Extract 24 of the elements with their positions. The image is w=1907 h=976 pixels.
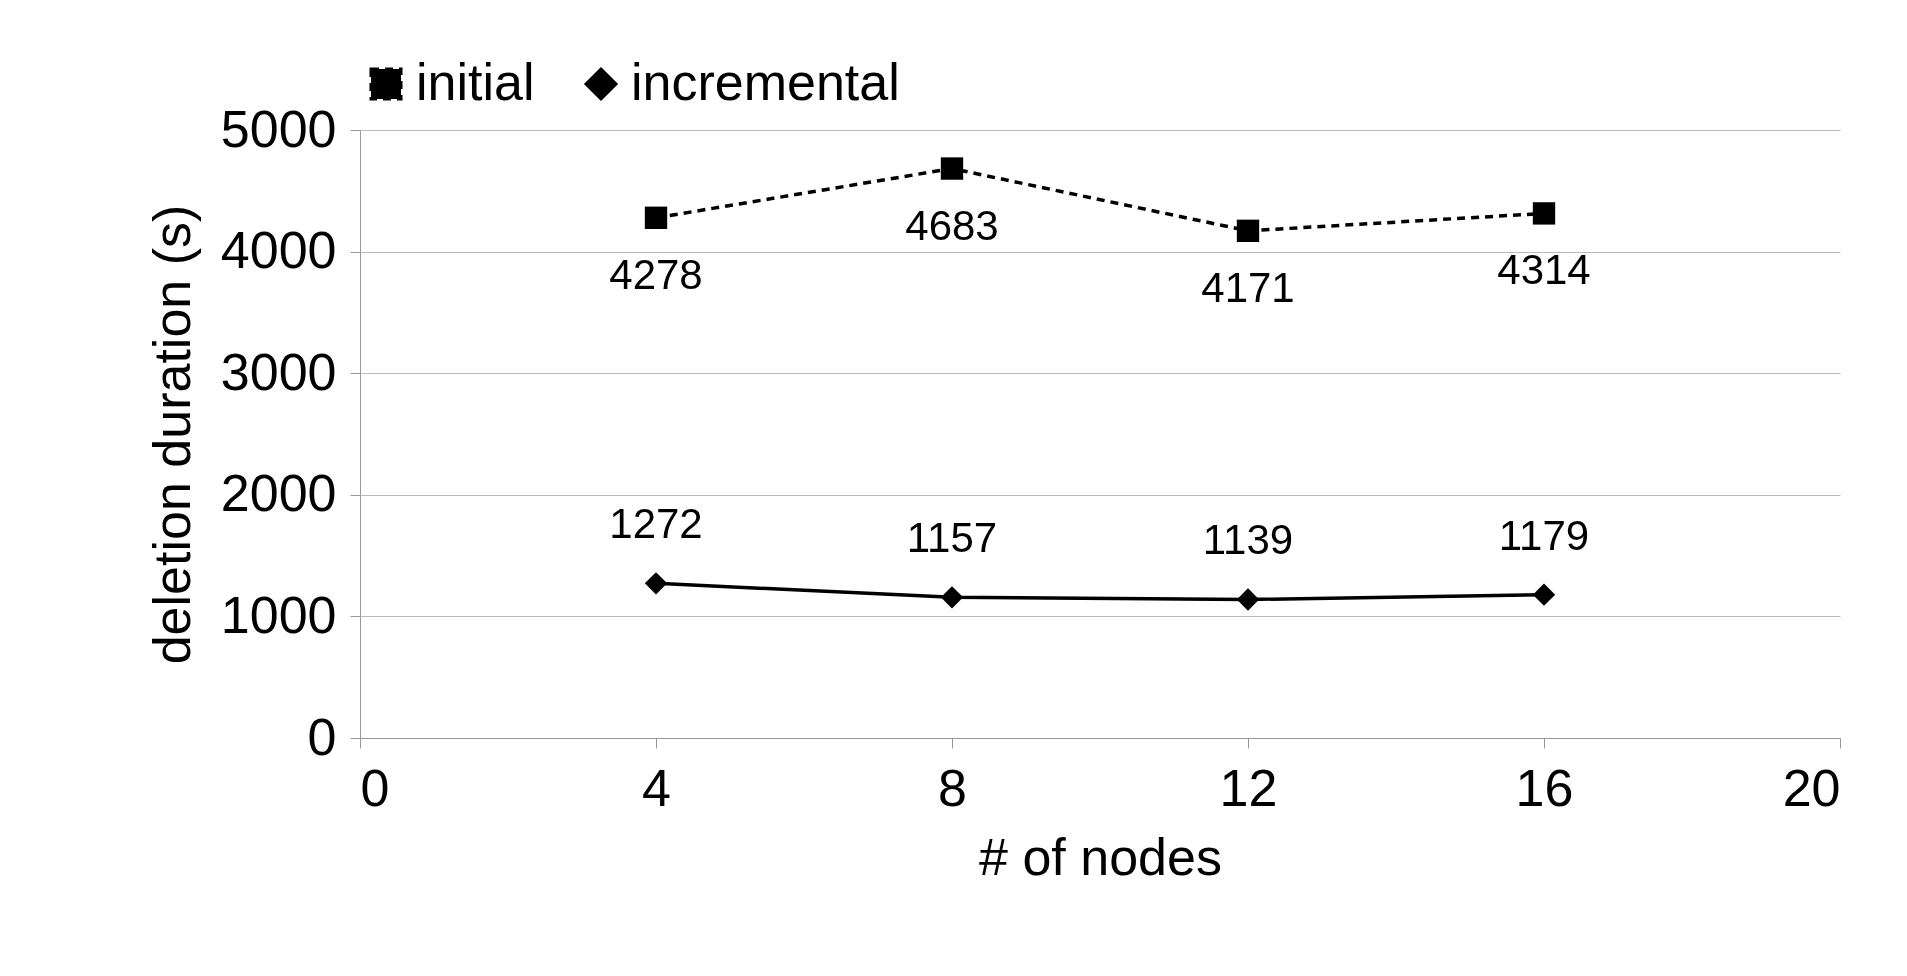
data-label: 1157 bbox=[906, 514, 998, 562]
x-axis-title: # of nodes bbox=[979, 827, 1222, 886]
data-label: 4171 bbox=[1201, 263, 1295, 311]
x-tick-label: 8 bbox=[938, 758, 967, 817]
y-tick-label: 0 bbox=[307, 707, 337, 766]
y-tick-label: 1000 bbox=[220, 585, 337, 644]
data-label: 4314 bbox=[1497, 246, 1591, 294]
data-label: 4278 bbox=[609, 250, 703, 298]
data-label: 1179 bbox=[1498, 511, 1590, 559]
legend-label: initial bbox=[416, 53, 535, 111]
data-label: 4683 bbox=[905, 201, 999, 249]
y-tick-label: 2000 bbox=[220, 464, 337, 523]
y-tick-label: 5000 bbox=[220, 99, 337, 158]
x-tick-label: 20 bbox=[1782, 758, 1841, 817]
x-tick-label: 0 bbox=[360, 758, 390, 817]
y-tick-label: 3000 bbox=[220, 342, 337, 401]
data-label: 1139 bbox=[1202, 516, 1294, 564]
y-axis-title: deletion duration (s) bbox=[142, 204, 201, 665]
legend-label: incremental bbox=[631, 53, 900, 111]
x-tick-label: 4 bbox=[642, 758, 671, 817]
data-label: 1272 bbox=[609, 500, 703, 548]
y-tick-label: 4000 bbox=[220, 221, 337, 280]
x-tick-label: 16 bbox=[1515, 758, 1574, 817]
x-tick-label: 12 bbox=[1219, 758, 1278, 817]
